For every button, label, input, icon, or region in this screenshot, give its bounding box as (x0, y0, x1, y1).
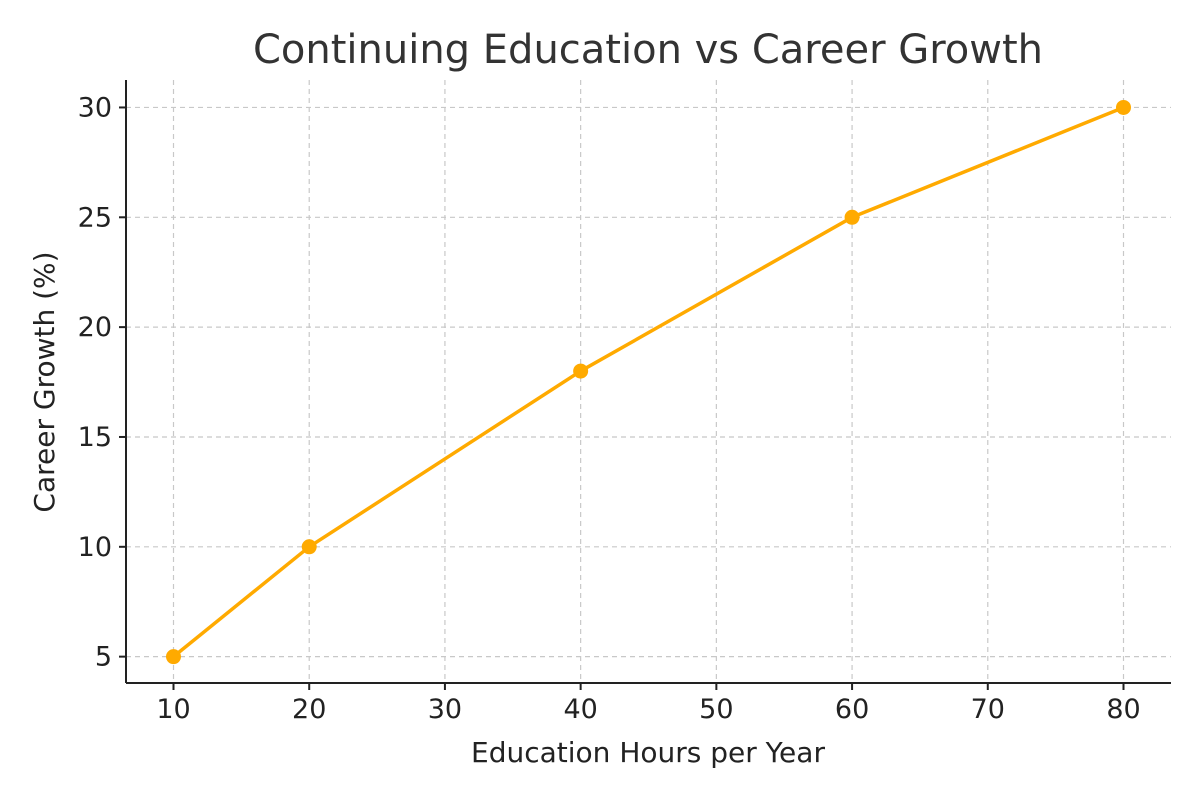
x-tick-label: 40 (563, 694, 597, 725)
ticks: 10 20 30 40 50 60 70 80 5 10 15 20 25 30 (78, 92, 1141, 725)
x-tick-label: 80 (1106, 694, 1140, 725)
data-point (573, 363, 589, 379)
chart-title: Continuing Education vs Career Growth (253, 27, 1043, 73)
y-axis-label: Career Growth (%) (28, 251, 61, 512)
x-tick-label: 60 (835, 694, 869, 725)
x-tick-label: 30 (428, 694, 462, 725)
y-tick-label: 10 (78, 532, 112, 563)
x-tick-label: 50 (699, 694, 733, 725)
data-point (166, 649, 181, 665)
y-tick-label: 5 (95, 642, 112, 673)
x-axis-label: Education Hours per Year (471, 736, 825, 769)
series-line (171, 105, 1126, 659)
series (166, 99, 1131, 665)
y-tick-label: 15 (78, 422, 112, 453)
x-tick-label: 20 (292, 694, 326, 725)
y-tick-label: 25 (78, 202, 112, 233)
y-tick-label: 30 (78, 92, 112, 123)
axes (125, 80, 1171, 684)
x-tick-label: 10 (156, 694, 190, 725)
data-point (844, 209, 860, 225)
grid (126, 80, 1171, 683)
y-tick-label: 20 (78, 312, 112, 343)
data-point (1116, 99, 1131, 115)
x-tick-label: 70 (971, 694, 1005, 725)
data-point (301, 539, 317, 555)
